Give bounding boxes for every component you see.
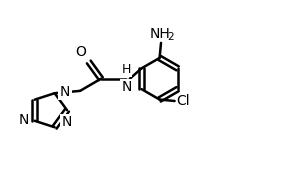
Text: Cl: Cl (176, 94, 190, 108)
Text: N: N (19, 113, 29, 127)
Text: H: H (122, 63, 131, 76)
Text: N: N (62, 115, 72, 129)
Text: NH: NH (150, 27, 171, 41)
Text: 2: 2 (167, 32, 174, 42)
Text: N: N (60, 85, 70, 99)
Text: O: O (75, 45, 86, 59)
Text: N: N (121, 80, 131, 94)
